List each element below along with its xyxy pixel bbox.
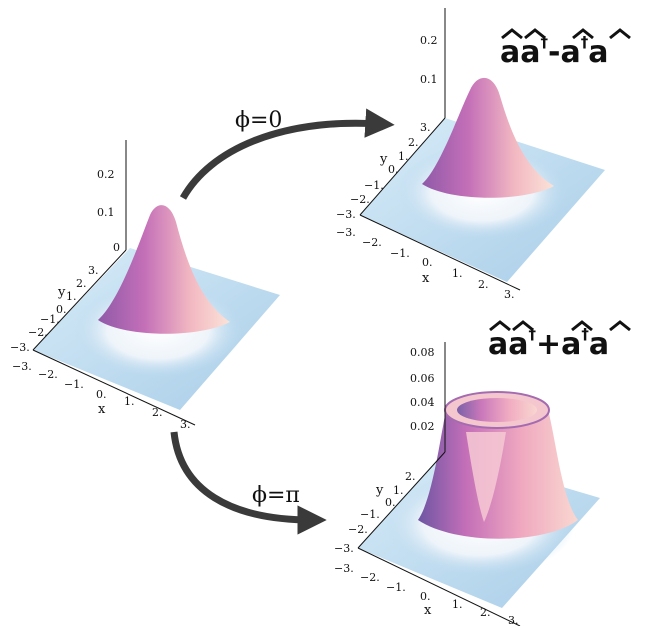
bottom-y-tick: −1. (360, 508, 380, 521)
top-x-tick: 3. (504, 288, 515, 301)
hat-icon (501, 28, 523, 40)
bottom-y-tick: −2. (348, 523, 368, 536)
top-z-tick: 0.2 (420, 34, 438, 47)
operator-bottom: aa†+a†a (488, 320, 631, 362)
top-y-tick: −3. (336, 208, 356, 221)
input-y-tick: −3. (10, 341, 30, 354)
top-y-tick: 1. (398, 150, 409, 163)
top-z-tick: 0.1 (420, 73, 438, 86)
bottom-y-tick: 0. (385, 496, 396, 509)
input-x-tick: −2. (38, 368, 58, 381)
input-x-tick: 2. (152, 406, 163, 419)
input-gaussian-peak (98, 205, 230, 334)
input-x-axis (32, 349, 196, 426)
input-y-tick: −2. (28, 326, 48, 339)
hat-icon (609, 320, 631, 332)
bottom-y-tick: −3. (334, 542, 354, 555)
bottom-x-tick: 0. (420, 590, 431, 603)
bottom-y-tick: 2. (405, 470, 416, 483)
input-x-tick: 1. (124, 395, 135, 408)
arrow-upper-label: ϕ=0 (235, 108, 282, 133)
bottom-x-tick: 2. (480, 606, 491, 619)
input-x-tick: 0. (96, 388, 107, 401)
arrow-upper-curve (179, 108, 395, 200)
input-z-tick: 0.1 (97, 206, 115, 219)
arrow-lower: ϕ=π (170, 431, 327, 535)
bottom-ring-hole (457, 398, 537, 422)
bottom-x-tick: −1. (386, 581, 406, 594)
operator-top-text: aa†-a†a (500, 33, 608, 70)
bottom-x-tick: −3. (334, 562, 354, 575)
arrow-upper: ϕ=0 (179, 108, 395, 200)
top-x-tick: −1. (390, 247, 410, 260)
operator-bottom-text: aa†+a†a (488, 325, 609, 362)
top-x-tick: 2. (478, 278, 489, 291)
bottom-x-tick: −2. (360, 571, 380, 584)
top-y-tick: −2. (350, 193, 370, 206)
panel-input: 0.2 0.1 0 3. 2. 1. 0. −1. −2. −3. y −3. … (10, 140, 280, 431)
arrow-lower-label: ϕ=π (252, 483, 300, 508)
input-y-axis (32, 249, 127, 351)
top-x-label: x (422, 271, 430, 286)
top-x-tick: 0. (422, 256, 433, 269)
input-y-tick: 0. (56, 303, 67, 316)
input-y-tick: 2. (76, 277, 87, 290)
input-z-tick: 0 (113, 241, 120, 254)
input-x-tick: 3. (180, 418, 191, 431)
bottom-z-tick: 0.04 (410, 396, 435, 409)
input-y-tick: 1. (66, 290, 77, 303)
input-x-tick: −3. (12, 360, 32, 373)
top-y-tick: 3. (420, 121, 431, 134)
bottom-z-tick: 0.02 (410, 420, 435, 433)
input-x-label: x (98, 402, 106, 417)
top-y-tick: 2. (408, 136, 419, 149)
bottom-z-tick: 0.08 (410, 346, 435, 359)
bottom-z-tick: 0.06 (410, 372, 435, 385)
top-gaussian-peak (422, 77, 554, 198)
top-y-tick: 0. (388, 163, 399, 176)
bottom-y-tick: 1. (393, 484, 404, 497)
panel-output-bottom: aa†+a†a 0.08 0.06 0.04 0.02 2. 1. 0. −1.… (334, 320, 631, 626)
top-y-tick: −1. (364, 179, 384, 192)
panel-output-top: aa†-a†a 0.2 0.1 3. 2. 1. 0. −1. −2. −3. … (336, 8, 631, 301)
hat-icon (489, 320, 511, 332)
top-x-tick: −2. (362, 236, 382, 249)
top-x-axis (359, 214, 521, 291)
arrow-lower-curve (170, 431, 327, 535)
operator-top: aa†-a†a (500, 28, 631, 70)
hat-icon (512, 320, 534, 332)
input-y-tick: 3. (88, 264, 99, 277)
bottom-x-tick: 3. (508, 614, 519, 626)
top-y-label: y (379, 152, 388, 167)
input-y-tick: −1. (40, 313, 60, 326)
top-y-axis (359, 117, 446, 216)
input-z-tick: 0.2 (97, 168, 115, 181)
top-x-tick: −3. (336, 226, 356, 239)
input-y-label: y (57, 285, 66, 300)
input-x-tick: −1. (64, 378, 84, 391)
hat-icon (524, 28, 546, 40)
bottom-y-axis (357, 451, 446, 549)
hat-icon (572, 28, 594, 40)
hat-icon (571, 320, 593, 332)
bottom-x-tick: 1. (452, 598, 463, 611)
bottom-x-axis (357, 547, 521, 626)
bottom-y-label: y (375, 483, 384, 498)
bottom-ring-dip (466, 432, 506, 522)
top-x-tick: 1. (452, 267, 463, 280)
hat-icon (609, 28, 631, 40)
bottom-x-label: x (424, 603, 432, 618)
